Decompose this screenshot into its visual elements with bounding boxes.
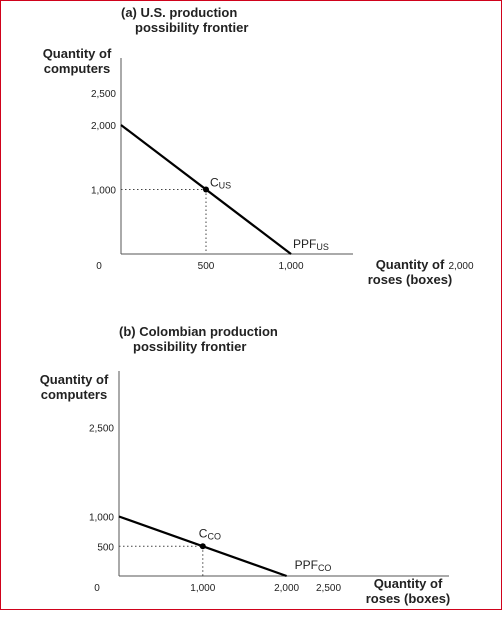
panel-a-y-tick-label-0: 1,000 <box>91 186 116 197</box>
panel-b-ppf-label: PPFCO <box>295 558 332 573</box>
panel-b-y-tick-label-2: 2,500 <box>89 423 114 434</box>
panel-b-ylabel-line2: computers <box>41 387 107 402</box>
panel-a-ylabel-line1: Quantity of <box>43 46 112 61</box>
panel-b-point-label: CCO <box>199 526 221 541</box>
panel-a-x-tick-label-1: 500 <box>198 261 215 272</box>
panel-b-x-tick-label-0: 0 <box>94 583 100 594</box>
panel-b-consumption-point <box>199 543 206 550</box>
panel-a-xlabel-line1: Quantity of <box>376 257 445 272</box>
panel-b-ylabel-line1: Quantity of <box>40 372 109 387</box>
panel-a-point-label: CUS <box>210 176 231 191</box>
panel-b-xlabel-line1: Quantity of <box>374 576 443 591</box>
panel-a-x-tick-label-2: 1,000 <box>278 261 303 272</box>
panel-a-title-line2: possibility frontier <box>135 20 248 35</box>
panel-b-title-line1: (b) Colombian production <box>119 324 278 339</box>
panel-a-consumption-point <box>203 186 209 193</box>
panel-a-ylabel-line2: computers <box>44 61 110 76</box>
panel-b-y-tick-label-0: 500 <box>97 542 114 553</box>
panel-b-x-tick-label-2: 2,000 <box>274 583 299 594</box>
panel-b-xlabel-line2: roses (boxes) <box>366 591 451 606</box>
panel-b-title-line2: possibility frontier <box>133 339 246 354</box>
panel-a-x-tick-label-0: 0 <box>96 261 102 272</box>
panel-b-y-tick-label-1: 1,000 <box>89 513 114 524</box>
panel-a-xlabel-line2: roses (boxes) <box>368 272 453 287</box>
panel-a-ppf-label: PPFUS <box>293 237 329 252</box>
panel-a-y-tick-label-1: 2,000 <box>91 121 116 132</box>
panel-a-title-line1: (a) U.S. production <box>121 5 237 20</box>
panel-b-x-tick-label-1: 1,000 <box>190 583 215 594</box>
panel-a-y-tick-label-2: 2,500 <box>91 89 116 100</box>
panel-b-x-tick-label-3: 2,500 <box>316 583 341 594</box>
panel-a-x-tick-label-3: 2,000 <box>448 261 473 272</box>
